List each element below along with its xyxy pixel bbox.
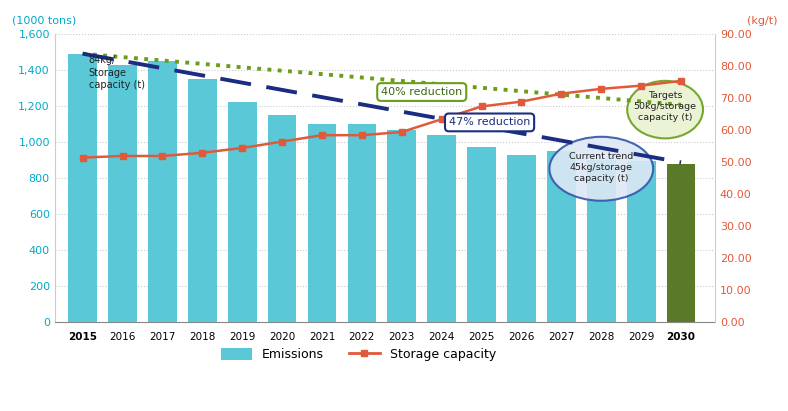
Bar <box>268 115 296 322</box>
Ellipse shape <box>549 137 653 201</box>
Bar <box>148 62 177 322</box>
Bar <box>69 54 97 322</box>
Text: (1000 tons): (1000 tons) <box>12 16 76 26</box>
Bar <box>626 161 656 322</box>
Bar <box>467 147 496 322</box>
Bar <box>667 164 696 322</box>
Legend: Emissions, Storage capacity: Emissions, Storage capacity <box>216 343 501 366</box>
Text: 84kg/
Storage
capacity (t): 84kg/ Storage capacity (t) <box>88 55 145 90</box>
Bar <box>188 79 217 322</box>
Bar <box>507 155 536 322</box>
Text: 40% reduction: 40% reduction <box>381 87 463 97</box>
Bar <box>547 151 576 322</box>
Text: 47% reduction: 47% reduction <box>449 118 530 127</box>
Bar <box>228 102 257 322</box>
Bar <box>587 160 615 322</box>
Ellipse shape <box>627 81 703 139</box>
Bar <box>427 135 456 322</box>
Text: (kg/t): (kg/t) <box>747 16 778 26</box>
Bar <box>388 130 416 322</box>
Bar <box>108 65 137 322</box>
Bar <box>307 125 336 322</box>
Text: Targets
50kg/storage
capacity (t): Targets 50kg/storage capacity (t) <box>634 91 697 122</box>
Bar <box>348 124 376 322</box>
Text: Current trend
45kg/storage
capacity (t): Current trend 45kg/storage capacity (t) <box>569 152 634 183</box>
